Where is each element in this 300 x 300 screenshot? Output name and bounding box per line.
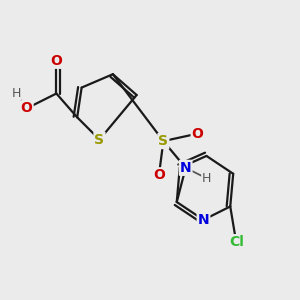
- Text: O: O: [192, 127, 203, 141]
- Text: O: O: [21, 101, 33, 116]
- Text: O: O: [50, 54, 62, 68]
- Text: S: S: [94, 133, 104, 147]
- Text: Cl: Cl: [229, 235, 244, 249]
- Text: H: H: [12, 87, 21, 100]
- Text: O: O: [153, 168, 165, 182]
- Text: N: N: [180, 161, 191, 175]
- Text: H: H: [202, 172, 211, 185]
- Text: N: N: [198, 213, 209, 227]
- Text: S: S: [158, 134, 168, 148]
